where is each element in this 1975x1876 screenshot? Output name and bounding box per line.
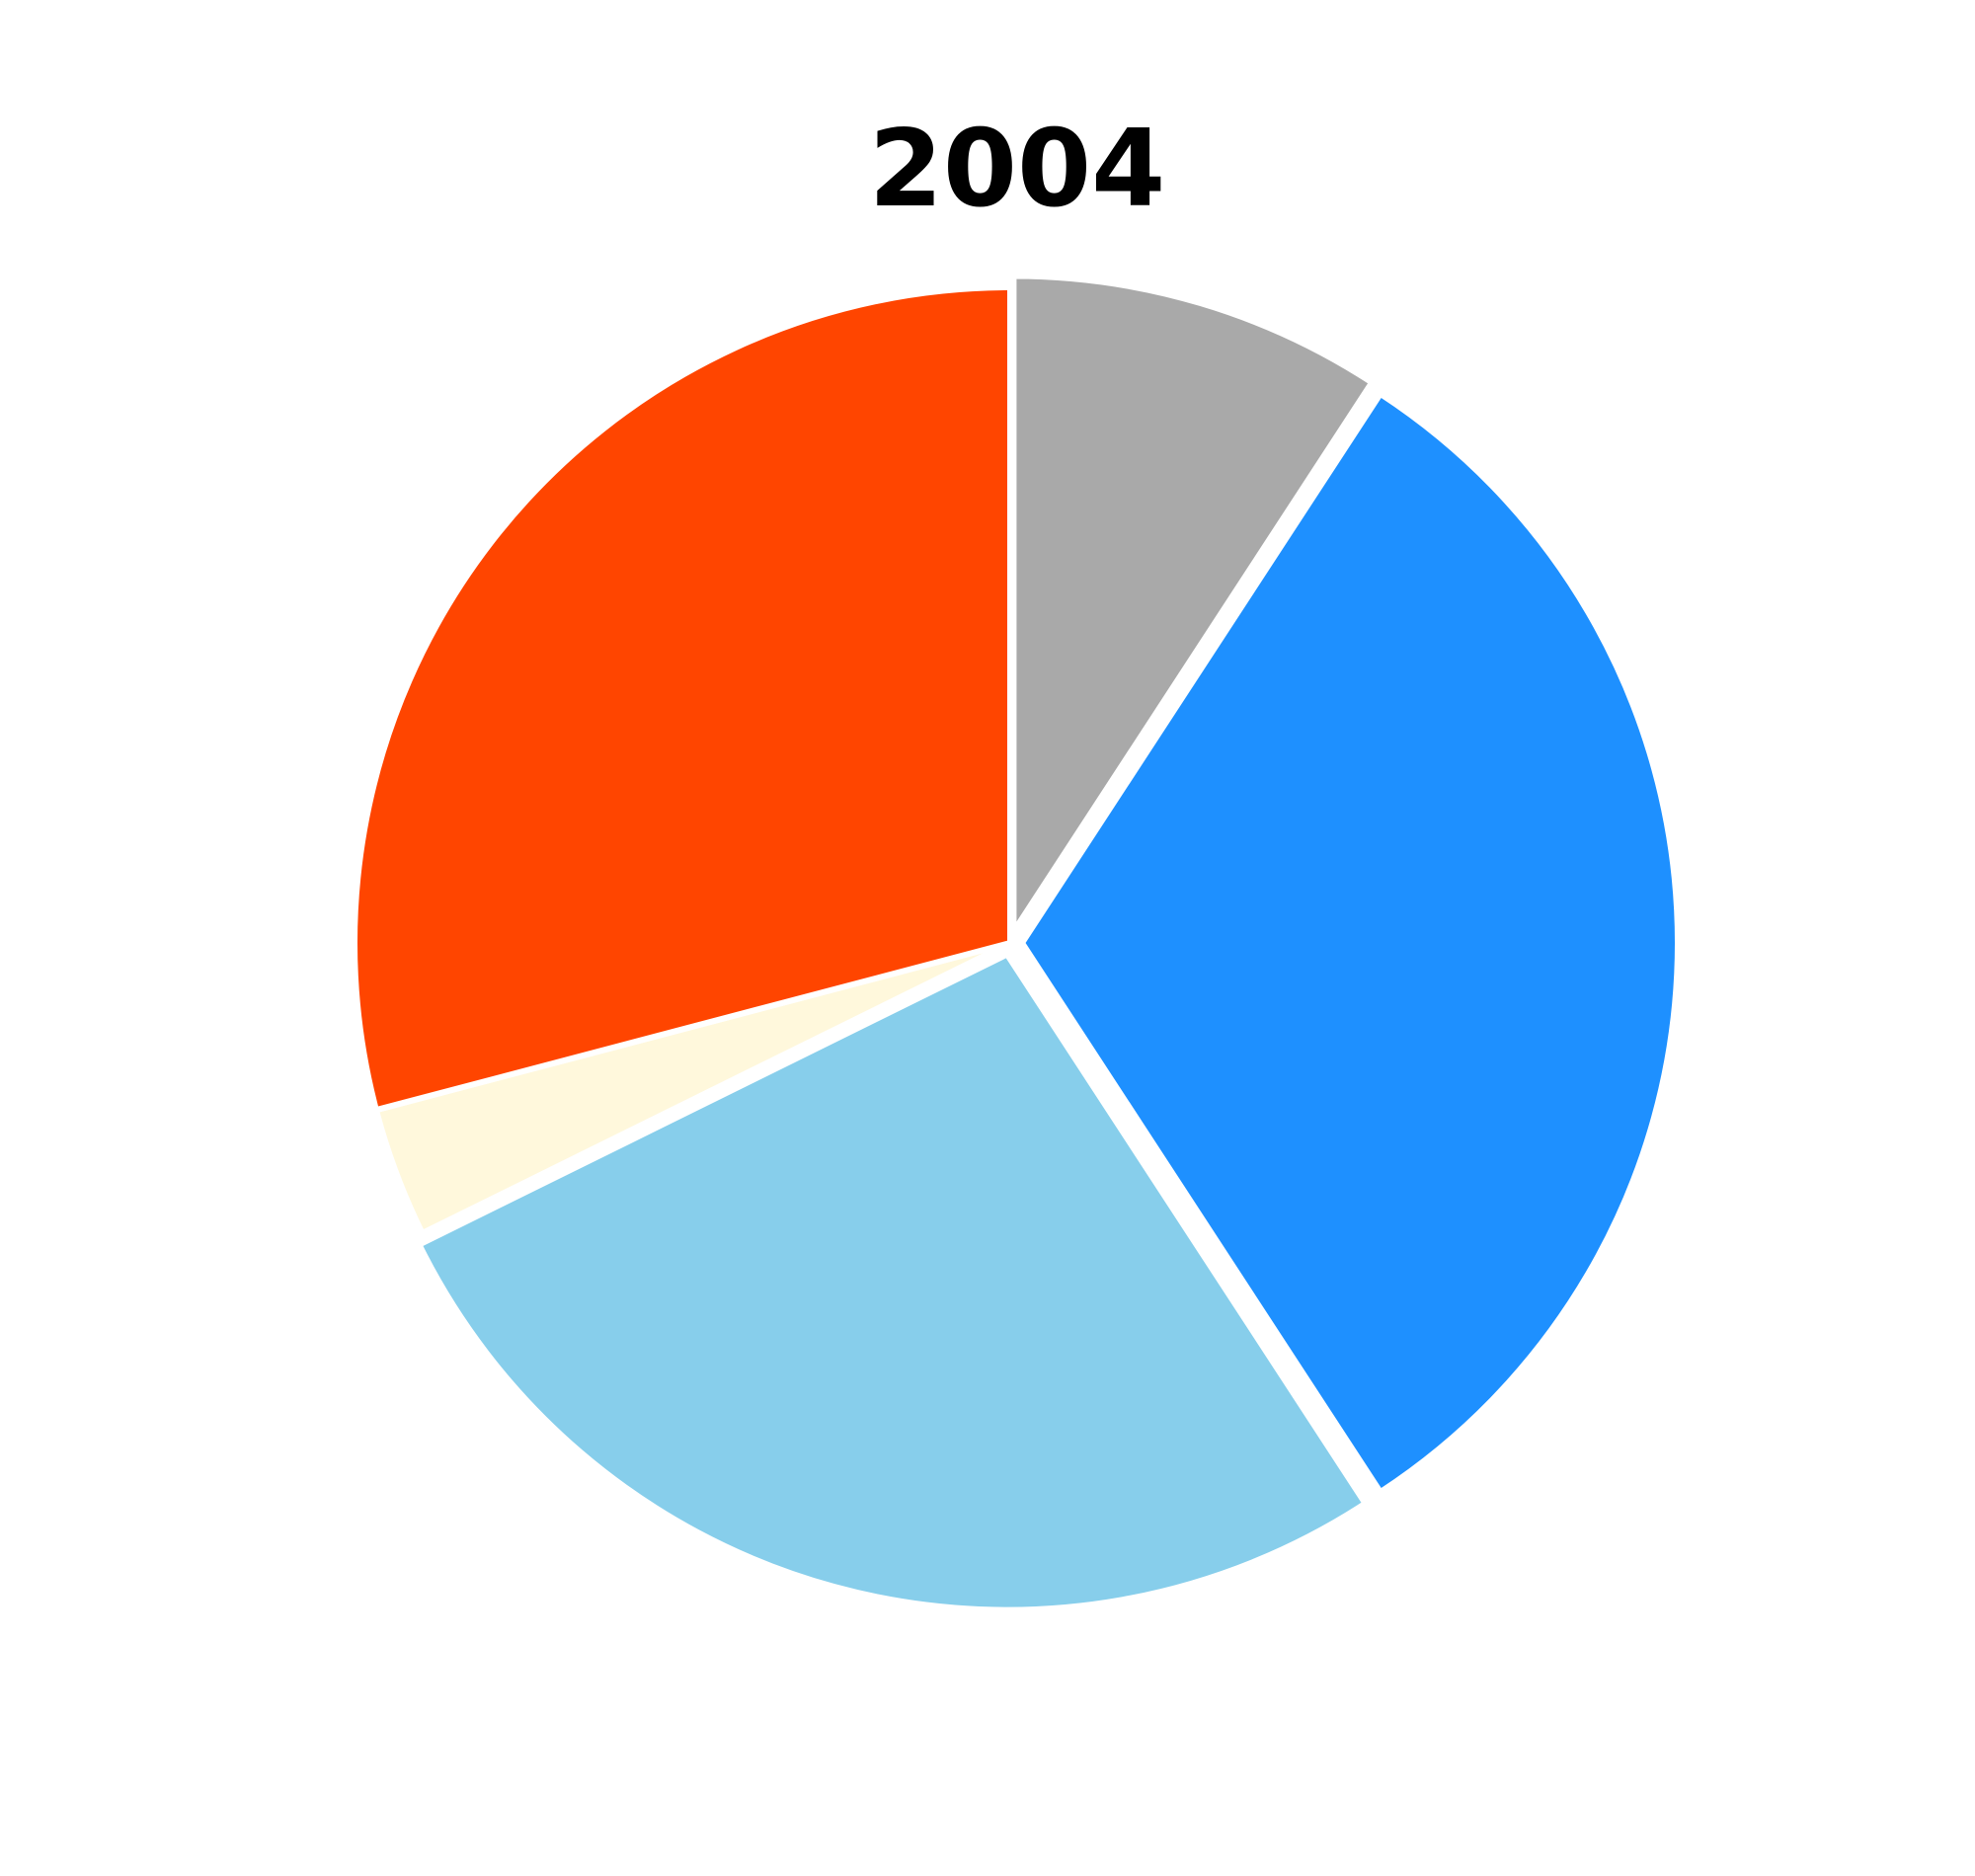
pie-slice-5 xyxy=(351,284,1013,1114)
pie-slice-1 xyxy=(1010,273,1376,935)
pie-slice-2 xyxy=(1019,390,1682,1496)
chart-title: 2004 xyxy=(869,108,1166,231)
pie-slices xyxy=(351,273,1682,1613)
pie-slice-3 xyxy=(416,951,1369,1613)
